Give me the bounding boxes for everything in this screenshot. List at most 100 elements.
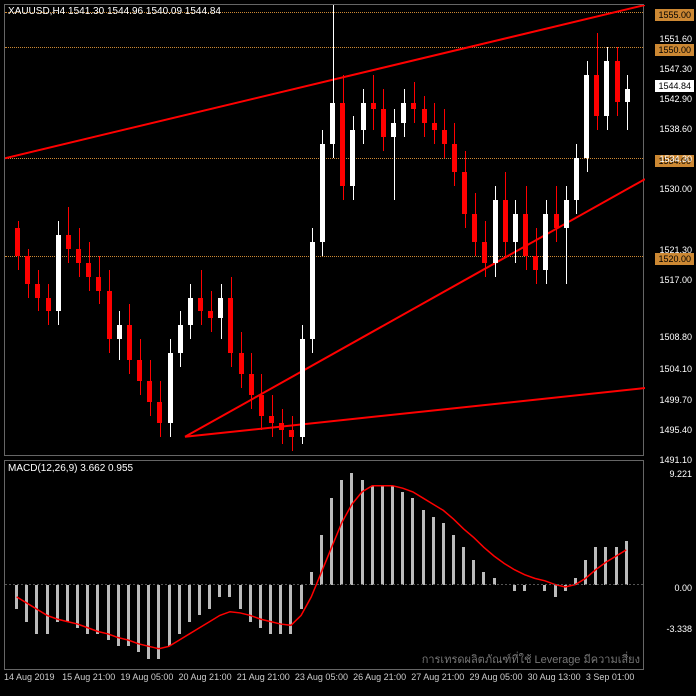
- candle-body: [320, 144, 325, 242]
- candle-body: [350, 130, 355, 186]
- candle-body: [137, 360, 142, 381]
- y-tick-label: 1517.00: [659, 275, 692, 285]
- x-tick-label: 29 Aug 05:00: [469, 672, 522, 682]
- x-tick-label: 14 Aug 2019: [4, 672, 55, 682]
- candle-body: [56, 235, 61, 312]
- candle-body: [86, 263, 91, 277]
- candle-body: [269, 416, 274, 423]
- candle-body: [300, 339, 305, 437]
- chart-header: XAUUSD,H4 1541.30 1544.96 1540.09 1544.8…: [8, 6, 221, 17]
- candle-body: [188, 298, 193, 326]
- candle-body: [452, 144, 457, 172]
- candle-body: [513, 214, 518, 242]
- x-axis: 14 Aug 2019 15 Aug 21:00 19 Aug 05:00 20 Au…: [4, 670, 692, 692]
- candle-body: [46, 298, 51, 312]
- candle-body: [533, 256, 538, 270]
- candle-body: [289, 430, 294, 437]
- candle-body: [147, 381, 152, 402]
- y-tick-label: 1491.10: [659, 455, 692, 465]
- price-chart[interactable]: [4, 4, 644, 456]
- macd-signal: [5, 461, 645, 671]
- candle-body: [117, 325, 122, 339]
- x-tick-label: 20 Aug 21:00: [179, 672, 232, 682]
- y-tick-label: 1547.30: [659, 64, 692, 74]
- candle-body: [107, 291, 112, 340]
- candle-body: [127, 325, 132, 360]
- candle-body: [462, 172, 467, 214]
- x-tick-label: 23 Aug 05:00: [295, 672, 348, 682]
- candle-body: [472, 214, 477, 242]
- x-tick-label: 27 Aug 21:00: [411, 672, 464, 682]
- candle-body: [442, 130, 447, 144]
- y-tick-label: 1495.40: [659, 425, 692, 435]
- ohlc-label: 1541.30 1544.96 1540.09 1544.84: [68, 6, 221, 17]
- candle-body: [574, 158, 579, 200]
- candle-wick: [627, 75, 628, 131]
- y-tick-label: 1542.90: [659, 94, 692, 104]
- y-tick-label: 1504.10: [659, 364, 692, 374]
- candle-body: [594, 75, 599, 117]
- x-tick-label: 26 Aug 21:00: [353, 672, 406, 682]
- candle-body: [422, 109, 427, 123]
- candle-body: [218, 298, 223, 319]
- candle-body: [340, 103, 345, 187]
- candle-body: [391, 123, 396, 137]
- x-tick-label: 3 Sep 01:00: [586, 672, 635, 682]
- candle-body: [564, 200, 569, 228]
- candle-body: [178, 325, 183, 353]
- candle-body: [239, 353, 244, 374]
- candle-body: [96, 277, 101, 291]
- candle-body: [208, 311, 213, 318]
- candle-body: [168, 353, 173, 423]
- candle-body: [543, 214, 548, 270]
- y-tick-label: 1508.80: [659, 332, 692, 342]
- level-badge: 1550.00: [655, 44, 694, 56]
- x-tick-label: 15 Aug 21:00: [62, 672, 115, 682]
- candle-body: [279, 423, 284, 430]
- level-badge: 1555.00: [655, 9, 694, 21]
- macd-y-label: -3.338: [666, 624, 692, 634]
- candle-body: [330, 103, 335, 145]
- macd-y-label: 9.221: [669, 469, 692, 479]
- macd-y-label: 0.00: [674, 583, 692, 593]
- candle-body: [76, 249, 81, 263]
- candle-body: [371, 103, 376, 110]
- y-tick-label: 1551.60: [659, 34, 692, 44]
- y-tick-label: 1534.30: [659, 154, 692, 164]
- candle-body: [198, 298, 203, 312]
- candle-body: [604, 61, 609, 117]
- y-axis: 1555.001550.001534.001520.001491.101495.…: [644, 4, 694, 670]
- candle-body: [259, 395, 264, 416]
- candle-body: [523, 214, 528, 256]
- candle-body: [554, 214, 559, 228]
- macd-header: MACD(12,26,9) 3.662 0.955: [8, 463, 133, 474]
- candle-body: [35, 284, 40, 298]
- candle-body: [15, 228, 20, 256]
- candle-body: [25, 256, 30, 284]
- x-tick-label: 19 Aug 05:00: [120, 672, 173, 682]
- candle-body: [411, 103, 416, 110]
- disclaimer-text: การเทรดผลิตภัณฑ์ที่ใช้ Leverage มีความเส…: [422, 650, 640, 668]
- trendlines: [5, 5, 645, 457]
- candle-body: [493, 200, 498, 263]
- candle-body: [361, 103, 366, 131]
- symbol-label: XAUUSD,H4: [8, 6, 65, 17]
- y-tick-label: 1530.00: [659, 184, 692, 194]
- candle-body: [249, 374, 254, 395]
- candle-body: [401, 103, 406, 124]
- macd-chart[interactable]: [4, 460, 644, 670]
- candle-body: [157, 402, 162, 423]
- candle-body: [503, 200, 508, 242]
- current-price-badge: 1544.84: [655, 80, 694, 92]
- x-tick-label: 21 Aug 21:00: [237, 672, 290, 682]
- y-tick-label: 1538.60: [659, 124, 692, 134]
- y-tick-label: 1499.70: [659, 395, 692, 405]
- candle-body: [228, 298, 233, 354]
- y-tick-label: 1521.30: [659, 245, 692, 255]
- candle-body: [381, 109, 386, 137]
- x-tick-label: 30 Aug 13:00: [528, 672, 581, 682]
- candle-body: [310, 242, 315, 340]
- candle-body: [482, 242, 487, 263]
- candle-body: [584, 75, 589, 159]
- candle-body: [432, 123, 437, 130]
